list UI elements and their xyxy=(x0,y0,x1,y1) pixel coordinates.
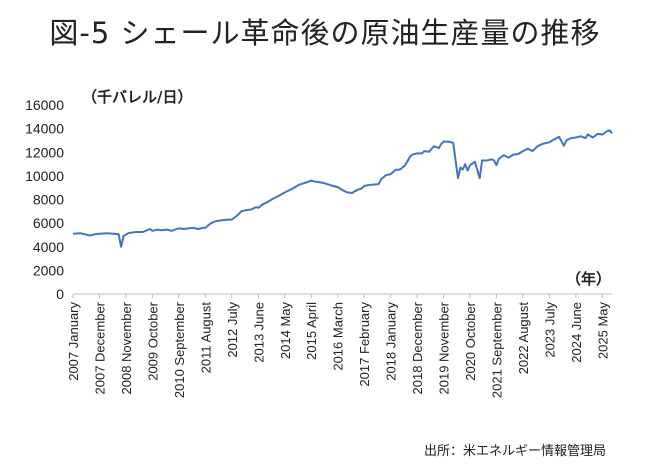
y-tick-label: 0 xyxy=(56,286,64,302)
x-tick-label: 2007 January xyxy=(66,302,81,381)
y-tick-label: 12000 xyxy=(25,144,64,160)
x-tick-label: 2018 January xyxy=(384,302,399,381)
x-tick-label: 2007 December xyxy=(92,301,107,394)
x-unit-label: （年） xyxy=(566,270,612,288)
y-axis-ticks: 0 2000 4000 6000 8000 10000 12000 14000 16000 xyxy=(25,97,64,302)
x-tick-label: 2024 June xyxy=(569,302,584,363)
y-tick-label: 4000 xyxy=(33,239,64,255)
y-tick-label: 2000 xyxy=(33,262,64,278)
x-tick-label: 2008 November xyxy=(119,301,134,394)
series-line xyxy=(72,129,613,248)
x-tick-label: 2016 March xyxy=(331,302,346,371)
x-tick-label: 2019 November xyxy=(437,301,452,394)
x-tick-label: 2011 August xyxy=(198,302,213,374)
x-axis-ticks: 2007 January 2007 December 2008 November 20… xyxy=(66,294,610,398)
x-tick-label: 2010 September xyxy=(172,301,187,398)
x-tick-label: 2025 May xyxy=(595,302,610,360)
x-tick-label: 2018 December xyxy=(410,301,425,394)
x-tick-label: 2023 July xyxy=(542,302,557,358)
x-tick-label: 2014 May xyxy=(278,302,293,360)
x-tick-label: 2020 October xyxy=(463,301,478,380)
y-tick-label: 10000 xyxy=(25,168,64,184)
x-tick-label: 2017 February xyxy=(357,302,372,387)
y-tick-label: 16000 xyxy=(25,97,64,113)
y-tick-label: 8000 xyxy=(33,192,64,208)
y-tick-label: 6000 xyxy=(33,215,64,231)
y-tick-label: 14000 xyxy=(25,121,64,137)
x-tick-label: 2022 August xyxy=(516,302,531,375)
y-unit-label: （千バレル/日） xyxy=(82,88,193,106)
plot-area xyxy=(72,129,613,248)
x-tick-label: 2021 September xyxy=(490,301,505,398)
x-tick-label: 2013 June xyxy=(251,302,266,363)
chart-title: 図-5 シェール革命後の原油生産量の推移 xyxy=(49,16,601,50)
x-tick-label: 2009 October xyxy=(145,301,160,380)
source-note: 出所：米エネルギー情報管理局 xyxy=(423,444,606,459)
x-tick-label: 2015 April xyxy=(304,302,319,360)
x-tick-label: 2012 July xyxy=(225,302,240,358)
